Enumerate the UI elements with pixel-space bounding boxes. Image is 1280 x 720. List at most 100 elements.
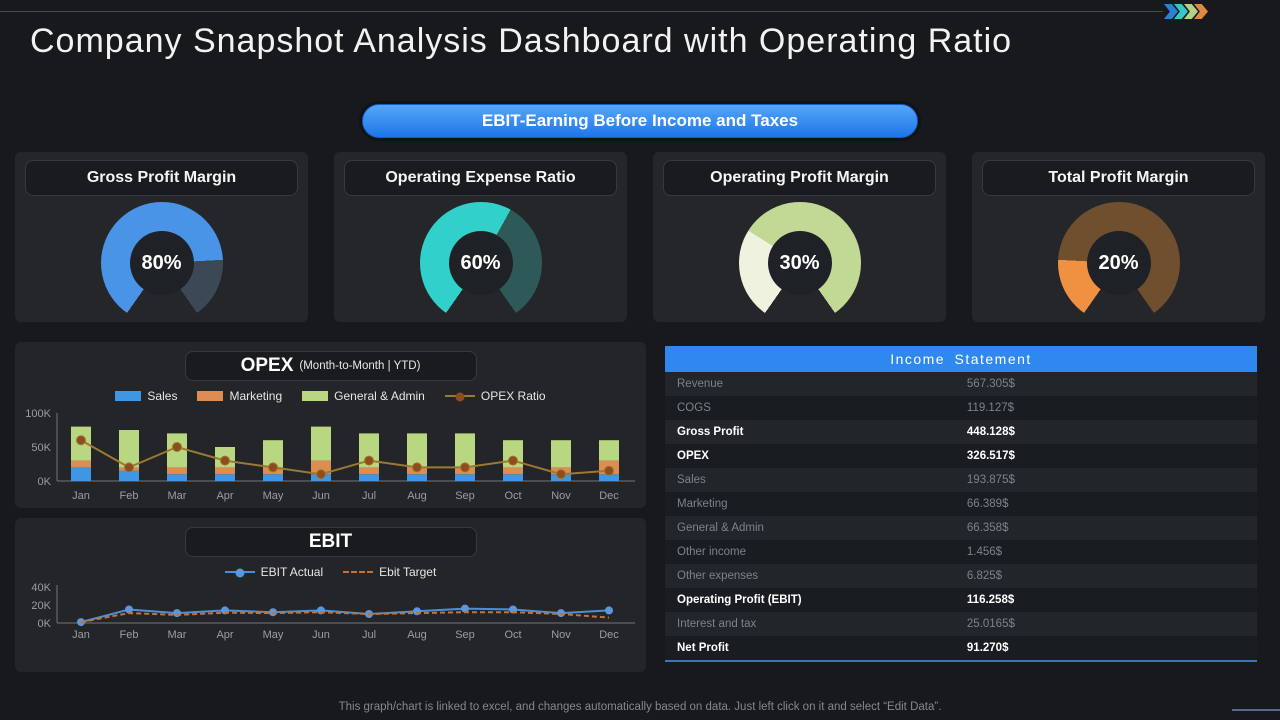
ebit-month-label: Jul <box>362 629 376 641</box>
table-row: Net Profit 91.270$ <box>665 636 1257 660</box>
opex-ratio-marker <box>124 462 134 473</box>
opex-ratio-marker <box>172 442 182 452</box>
legend-label: EBIT Actual <box>260 565 324 579</box>
gauge-donut: 80% <box>100 202 223 322</box>
footer-note: This graph/chart is linked to excel, and… <box>338 701 942 713</box>
gauge-card-3[interactable]: Operating Profit Margin 30% <box>653 152 946 322</box>
gauge-title: Operating Profit Margin <box>710 169 889 186</box>
opex-chart-title: OPEX (Month-to-Month | YTD) <box>184 351 477 381</box>
opex-bar-segment <box>215 474 235 481</box>
legend-label: OPEX Ratio <box>480 389 546 403</box>
opex-bar-segment <box>215 467 235 475</box>
opex-bar-segment <box>311 460 331 475</box>
gauge-hole: 80% <box>129 231 194 295</box>
page-title: Company Snapshot Analysis Dashboard with… <box>30 22 1013 60</box>
legend-label: Ebit Target <box>379 565 437 579</box>
gauge-card-4[interactable]: Total Profit Margin 20% <box>972 152 1265 322</box>
table-row: Sales 193.875$ <box>665 468 1257 492</box>
opex-legend: Sales Marketing General & Admin OPEX Ratio <box>15 389 646 403</box>
legend-line-sample <box>343 571 374 573</box>
opex-bar-segment <box>407 474 427 481</box>
opex-bar-segment <box>167 474 187 481</box>
legend-line-sample <box>444 392 475 402</box>
ebit-month-label: Feb <box>120 629 139 641</box>
row-label: Sales <box>677 474 706 486</box>
gauge-card-2[interactable]: Operating Expense Ratio 60% <box>334 152 627 322</box>
opex-ratio-marker <box>316 469 326 480</box>
opex-chart-card[interactable]: OPEX (Month-to-Month | YTD) Sales Marketi… <box>15 342 646 508</box>
opex-month-label: Oct <box>504 490 521 502</box>
row-value: 193.875$ <box>966 474 1015 486</box>
row-value: 116.258$ <box>966 594 1015 606</box>
opex-ratio-line <box>80 439 610 476</box>
gauge-donut: 60% <box>419 202 542 322</box>
ebit-actual-line <box>80 607 610 624</box>
gauge-donut: 30% <box>738 202 861 322</box>
gauge-title-pill: Operating Profit Margin <box>663 160 936 196</box>
opex-bar-segment <box>119 430 139 468</box>
row-label: OPEX <box>677 450 709 462</box>
table-row: Other expenses 6.825$ <box>665 564 1257 588</box>
table-row: Operating Profit (EBIT) 116.258$ <box>665 588 1257 612</box>
row-value: 91.270$ <box>966 642 1009 654</box>
opex-stacked-bar-chart[interactable]: 0K 50K 100K Jan Feb Mar Apr May Jun Jul Aug Sep Oct N… <box>15 403 646 509</box>
legend-swatch <box>115 391 142 401</box>
gauge-value-label: 80% <box>141 251 182 274</box>
opex-month-label: Jun <box>312 490 330 502</box>
legend-item: EBIT Actual <box>224 565 324 579</box>
opex-subtitle-text: (Month-to-Month | YTD) <box>299 360 421 372</box>
chevron-icon <box>1174 4 1188 19</box>
table-row: OPEX 326.517$ <box>665 444 1257 468</box>
opex-bar-segment <box>407 433 427 468</box>
opex-bar-segment <box>71 467 91 481</box>
row-value: 66.358$ <box>966 522 1009 534</box>
gauge-title: Operating Expense Ratio <box>385 169 576 186</box>
opex-ratio-marker <box>604 465 614 476</box>
ebit-banner-button[interactable]: EBIT-Earning Before Income and Taxes <box>362 104 918 138</box>
ebit-month-label: Nov <box>551 629 571 641</box>
row-label: Net Profit <box>677 642 729 654</box>
opex-ratio-marker <box>268 462 278 473</box>
top-divider-line <box>0 11 1163 12</box>
gauge-title-pill: Gross Profit Margin <box>25 160 298 196</box>
legend-label: General & Admin <box>334 389 425 403</box>
opex-bar-segment <box>359 433 379 468</box>
table-row: Revenue 567.305$ <box>665 372 1257 396</box>
legend-label: Sales <box>147 389 178 403</box>
opex-ratio-marker <box>76 435 86 446</box>
ebit-chart-card[interactable]: EBIT EBIT Actual Ebit Target 0K 20K 40K Jan F… <box>15 518 646 672</box>
ebit-legend: EBIT Actual Ebit Target <box>15 565 646 579</box>
legend-label: Marketing <box>229 389 283 403</box>
legend-item: Marketing <box>197 389 282 403</box>
opex-month-label: Sep <box>455 490 475 502</box>
row-label: Marketing <box>677 498 728 510</box>
table-row: Marketing 66.389$ <box>665 492 1257 516</box>
gauge-hole: 60% <box>448 231 513 295</box>
ebit-month-label: Apr <box>216 629 233 641</box>
opex-month-label: May <box>263 490 284 502</box>
income-statement-rows: Revenue 567.305$ COGS 119.127$ Gross Profit 4… <box>665 372 1257 660</box>
opex-bar-segment <box>455 474 475 481</box>
ebit-month-label: Jan <box>72 629 90 641</box>
legend-swatch <box>302 391 329 401</box>
ebit-chart-title: EBIT <box>184 527 477 557</box>
row-value: 1.456$ <box>966 546 1003 558</box>
opex-month-label: Nov <box>551 490 571 502</box>
row-label: Other expenses <box>677 570 759 582</box>
income-statement-table[interactable]: Income Statement Revenue 567.305$ COGS 119.… <box>665 346 1257 662</box>
row-value: 6.825$ <box>966 570 1003 582</box>
ebit-ytick: 40K <box>31 582 51 594</box>
ebit-month-label: Oct <box>504 629 521 641</box>
gauge-card-1[interactable]: Gross Profit Margin 80% <box>15 152 308 322</box>
row-value: 119.127$ <box>966 402 1015 414</box>
opex-bar-segment <box>71 460 91 468</box>
opex-bar-segment <box>599 474 619 481</box>
legend-dot-sample <box>455 392 465 402</box>
gauge-hole: 30% <box>767 231 832 295</box>
opex-bar-segment <box>551 440 571 468</box>
ebit-line-chart[interactable]: 0K 20K 40K Jan Feb Mar Apr May Jun Jul Aug Sep Oct No… <box>15 579 646 641</box>
gauge-row: Gross Profit Margin 80% Operating Expense … <box>15 152 1265 322</box>
opex-ratio-marker <box>556 469 566 480</box>
gauge-value-label: 30% <box>779 251 820 274</box>
gauge-title-pill: Total Profit Margin <box>982 160 1255 196</box>
